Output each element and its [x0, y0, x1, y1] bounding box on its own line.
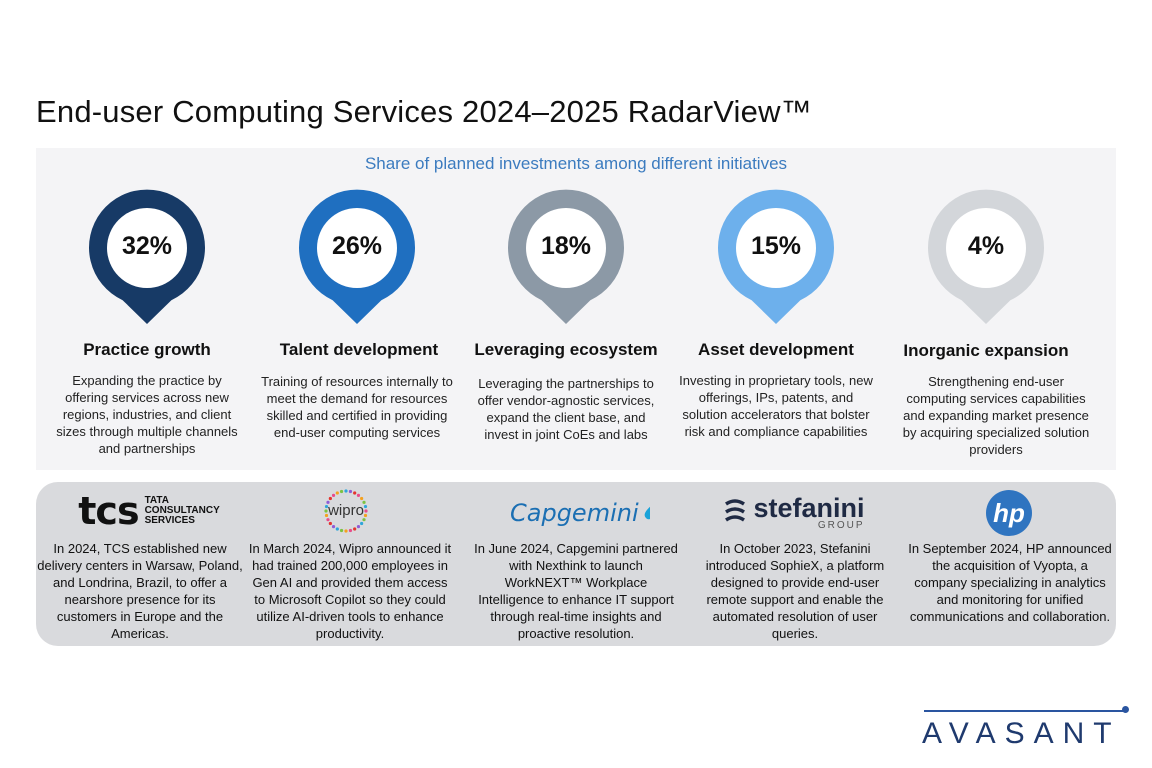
wipro-dot — [353, 491, 357, 495]
wipro-dot — [344, 529, 348, 533]
pin-inner-circle — [736, 208, 816, 288]
wipro-dot-ring-icon — [324, 489, 368, 533]
wipro-dot — [356, 493, 361, 497]
stefanini-logo-text: stefanini — [753, 493, 865, 523]
wipro-dot — [348, 528, 353, 533]
investment-pins-chart — [89, 189, 1044, 324]
wipro-dot — [360, 521, 364, 526]
tcs-logo-subtext: TATA CONSULTANCY SERVICES — [145, 496, 220, 526]
wipro-dot — [356, 525, 361, 529]
initiative-description: Training of resources internally to meet… — [261, 374, 453, 440]
initiative-description: Strengthening end-user computing service… — [902, 374, 1090, 457]
stefanini-wordmark: stefanini GROUP — [753, 493, 864, 531]
wipro-dot — [362, 500, 366, 504]
initiative-heading: Talent development — [279, 340, 439, 359]
wipro-dot — [348, 489, 353, 494]
pin-value-label: 4% — [967, 232, 1005, 260]
vendor-description: In June 2024, Capgemini partnered with N… — [474, 541, 678, 641]
hp-logo: hp — [986, 490, 1032, 536]
wipro-dot — [363, 513, 368, 518]
wipro-dot — [324, 504, 329, 509]
tcs-logo-mark: tcs — [78, 489, 139, 533]
tcs-logo-sub-line: TATA — [144, 495, 169, 506]
brand-dot — [1122, 706, 1129, 713]
stefanini-wave-icon — [725, 499, 746, 522]
wipro-dot — [353, 527, 357, 531]
wipro-dot — [328, 496, 332, 501]
wipro-dot — [331, 525, 336, 529]
initiative-heading: Leveraging ecosystem — [474, 340, 658, 359]
wipro-dot — [324, 513, 329, 518]
vendor-description: In March 2024, Wipro announced it had tr… — [248, 541, 452, 641]
wipro-dot — [364, 509, 368, 513]
capgemini-logo: Capgemini — [510, 492, 650, 534]
stefanini-logo-subtext: GROUP — [817, 520, 865, 531]
wipro-dot — [335, 527, 339, 531]
initiative-description: Leveraging the partnerships to offer ven… — [477, 376, 655, 442]
initiative-heading: Inorganic expansion — [903, 341, 1069, 360]
wipro-dot — [360, 496, 364, 501]
capgemini-logo-text: Capgemini — [510, 499, 639, 527]
pin-inner-circle — [107, 208, 187, 288]
wipro-dot — [328, 521, 332, 526]
vendor-description: In 2024, TCS established new delivery ce… — [37, 541, 243, 641]
initiative-heading: Asset development — [698, 340, 854, 359]
tcs-logo-sub-line: CONSULTANCY — [144, 505, 220, 516]
avasant-logo: AVASANT — [922, 717, 1121, 750]
vendor-highlights-band — [36, 482, 1116, 646]
vendor-description: In October 2023, Stefanini introduced So… — [705, 541, 885, 641]
wipro-dot — [344, 489, 348, 493]
pin-value-label: 26% — [331, 232, 383, 260]
initiative-description: Investing in proprietary tools, new offe… — [679, 373, 873, 439]
hp-logo-mark: hp — [986, 490, 1032, 536]
tcs-logo: tcs TATA CONSULTANCY SERVICES — [74, 489, 224, 533]
page-title: End-user Computing Services 2024–2025 Ra… — [36, 94, 812, 129]
wipro-dot — [335, 491, 339, 495]
pin-value-label: 18% — [540, 232, 592, 260]
brand-rule — [924, 710, 1126, 712]
initiative-description: Expanding the practice by offering servi… — [56, 373, 238, 456]
wipro-dot — [326, 500, 330, 504]
wipro-dot — [324, 509, 328, 513]
wipro-dot — [339, 528, 344, 533]
initiative-heading: Practice growth — [83, 340, 211, 359]
pin-inner-circle — [526, 208, 606, 288]
pin-inner-circle — [946, 208, 1026, 288]
wipro-dot — [331, 493, 336, 497]
wipro-dot — [339, 489, 344, 494]
pin-value-label: 15% — [750, 232, 802, 260]
pin-value-label: 32% — [121, 232, 173, 260]
capgemini-spade-icon — [644, 506, 650, 520]
tcs-logo-sub-line: SERVICES — [144, 515, 195, 526]
wipro-dot — [326, 518, 330, 522]
wipro-dot — [362, 518, 366, 522]
vendor-description: In September 2024, HP announced the acqu… — [908, 541, 1112, 624]
wipro-dot — [363, 504, 368, 509]
chart-subtitle: Share of planned investments among diffe… — [364, 154, 788, 173]
wipro-logo: wipro — [306, 486, 386, 536]
stefanini-logo: stefanini GROUP — [718, 490, 870, 534]
wipro-logo-text: wipro — [328, 502, 364, 519]
pin-inner-circle — [317, 208, 397, 288]
